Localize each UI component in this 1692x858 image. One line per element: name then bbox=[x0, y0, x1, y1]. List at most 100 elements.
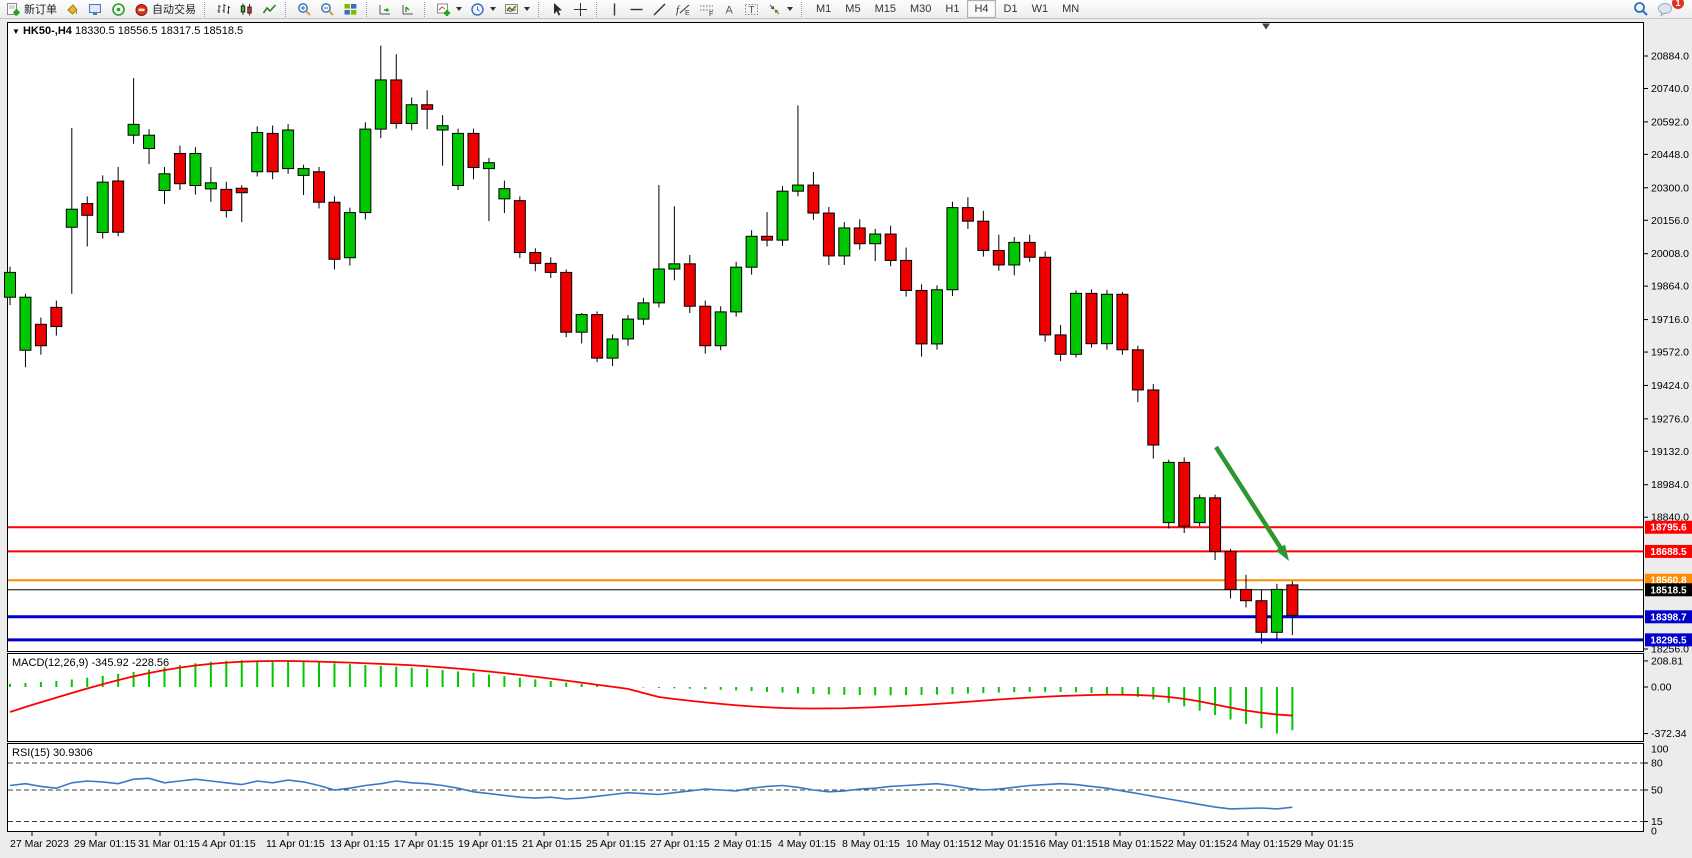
svg-text:29 May 01:15: 29 May 01:15 bbox=[1290, 838, 1354, 850]
cursor-arrow-icon bbox=[554, 2, 562, 15]
price-line[interactable]: 18688.5 bbox=[8, 544, 1692, 558]
signal-icon bbox=[112, 2, 125, 16]
periods-button[interactable] bbox=[466, 1, 500, 18]
horizontal-line-button[interactable] bbox=[625, 1, 648, 18]
price-line[interactable]: 18518.5 bbox=[8, 583, 1692, 597]
svg-text:11 Apr 01:15: 11 Apr 01:15 bbox=[266, 838, 325, 850]
svg-text:19424.0: 19424.0 bbox=[1651, 380, 1689, 392]
svg-text:100: 100 bbox=[1651, 744, 1669, 756]
dropdown-caret bbox=[456, 7, 462, 11]
line-chart-button[interactable] bbox=[258, 1, 281, 18]
trend-arrow-annotation[interactable] bbox=[1214, 445, 1289, 561]
timeframe-M30[interactable]: M30 bbox=[909, 3, 932, 15]
search-button[interactable] bbox=[1629, 1, 1653, 18]
text-icon: A bbox=[726, 4, 734, 16]
svg-text:21 Apr 01:15: 21 Apr 01:15 bbox=[522, 838, 582, 850]
svg-text:4 May 01:15: 4 May 01:15 bbox=[778, 838, 836, 850]
cursor-button[interactable] bbox=[546, 1, 569, 18]
chart-shift-marker[interactable] bbox=[1262, 23, 1270, 30]
rsi-panel: 100 80 50 150 bbox=[8, 744, 1669, 838]
macd-label: MACD(12,26,9) bbox=[12, 657, 89, 669]
dropdown-caret bbox=[490, 7, 496, 11]
toolbar-separator bbox=[801, 1, 807, 17]
crosshair-button[interactable] bbox=[569, 1, 592, 18]
auto-trading-button[interactable]: 自动交易 bbox=[130, 1, 200, 18]
fibo-grid-button[interactable]: F bbox=[695, 1, 719, 18]
svg-text:0.00: 0.00 bbox=[1651, 682, 1672, 694]
chart-shift-icon bbox=[402, 4, 413, 14]
dropdown-caret bbox=[524, 7, 530, 11]
svg-text:13 Apr 01:15: 13 Apr 01:15 bbox=[330, 838, 390, 850]
svg-text:18 May 01:15: 18 May 01:15 bbox=[1098, 838, 1162, 850]
trendline-button[interactable] bbox=[648, 1, 671, 18]
timeframe-W1[interactable]: W1 bbox=[1031, 3, 1049, 15]
svg-text:18256.0: 18256.0 bbox=[1651, 644, 1689, 656]
arrows-button[interactable] bbox=[763, 1, 797, 18]
zoom-out-icon bbox=[321, 2, 334, 16]
svg-text:20008.0: 20008.0 bbox=[1651, 248, 1689, 260]
timeframe-bar: M1 M5 M15 M30 H1 H4 D1 W1 MN bbox=[809, 0, 1086, 18]
text-button[interactable]: A bbox=[719, 1, 740, 18]
price-line[interactable]: 18795.6 bbox=[8, 520, 1692, 534]
templates-button[interactable] bbox=[500, 1, 534, 18]
data-feed-button[interactable] bbox=[107, 1, 130, 18]
collapse-triangle-icon[interactable]: ▼ bbox=[12, 27, 20, 36]
svg-text:16 May 01:15: 16 May 01:15 bbox=[1034, 838, 1098, 850]
tile-windows-button[interactable] bbox=[339, 1, 362, 18]
chat-bubble-icon bbox=[1658, 3, 1672, 17]
macd-label-row: MACD(12,26,9) -345.92 -228.56 bbox=[12, 657, 169, 669]
svg-text:20740.0: 20740.0 bbox=[1651, 83, 1689, 95]
vertical-line-button[interactable] bbox=[604, 1, 625, 18]
svg-text:27 Apr 01:15: 27 Apr 01:15 bbox=[650, 838, 710, 850]
main-toolbar: 新订单 自动交易 bbox=[0, 0, 1692, 19]
svg-text:19572.0: 19572.0 bbox=[1651, 347, 1689, 359]
time-axis: 27 Mar 2023 29 Mar 01:15 31 Mar 01:15 4 Apr… bbox=[10, 832, 1354, 850]
price-line[interactable]: 18296.5 bbox=[8, 633, 1692, 647]
chat-button[interactable]: 1 bbox=[1653, 0, 1684, 18]
svg-text:22 May 01:15: 22 May 01:15 bbox=[1162, 838, 1226, 850]
candlestick-chart-button[interactable] bbox=[235, 1, 258, 18]
candles-layer bbox=[4, 45, 1299, 644]
svg-text:18984.0: 18984.0 bbox=[1651, 479, 1689, 491]
timeframe-M15[interactable]: M15 bbox=[874, 3, 896, 15]
monitor-icon bbox=[89, 3, 101, 15]
price-line[interactable]: 18398.7 bbox=[8, 610, 1692, 624]
new-order-button[interactable]: 新订单 bbox=[2, 1, 61, 18]
svg-text:18296.5: 18296.5 bbox=[1650, 635, 1687, 646]
svg-text:31 Mar 01:15: 31 Mar 01:15 bbox=[138, 838, 200, 850]
macd-signal-value: -228.56 bbox=[131, 657, 170, 669]
timeframe-H4[interactable]: H4 bbox=[967, 0, 996, 18]
zoom-out-button[interactable] bbox=[316, 1, 339, 18]
timeframe-M5[interactable]: M5 bbox=[845, 3, 861, 15]
svg-text:17 Apr 01:15: 17 Apr 01:15 bbox=[394, 838, 454, 850]
svg-text:18398.7: 18398.7 bbox=[1650, 612, 1687, 623]
timeframe-M1[interactable]: M1 bbox=[816, 3, 832, 15]
bar-chart-button[interactable] bbox=[212, 1, 235, 18]
svg-text:18560.8: 18560.8 bbox=[1650, 576, 1687, 587]
timeframe-D1[interactable]: D1 bbox=[1003, 3, 1018, 15]
svg-text:24 May 01:15: 24 May 01:15 bbox=[1226, 838, 1290, 850]
svg-text:15: 15 bbox=[1651, 816, 1663, 828]
chart-shift-button[interactable] bbox=[397, 1, 420, 18]
svg-text:f: f bbox=[676, 4, 681, 16]
svg-text:18795.6: 18795.6 bbox=[1650, 523, 1687, 534]
timeframe-MN[interactable]: MN bbox=[1062, 3, 1080, 15]
styles-button[interactable] bbox=[61, 1, 84, 18]
svg-text:50: 50 bbox=[1651, 785, 1663, 797]
clock-icon bbox=[471, 2, 484, 16]
svg-text:19716.0: 19716.0 bbox=[1651, 314, 1689, 326]
svg-text:20156.0: 20156.0 bbox=[1651, 215, 1689, 227]
indicators-button[interactable] bbox=[432, 1, 466, 18]
fibo-grid-icon: F bbox=[700, 5, 713, 17]
svg-text:19864.0: 19864.0 bbox=[1651, 281, 1689, 293]
chart-window-button[interactable] bbox=[84, 1, 107, 18]
auto-scroll-button[interactable] bbox=[374, 1, 397, 18]
svg-text:25 Apr 01:15: 25 Apr 01:15 bbox=[586, 838, 646, 850]
dropdown-caret bbox=[787, 7, 793, 11]
text-label-button[interactable]: T bbox=[740, 1, 763, 18]
timeframe-H1[interactable]: H1 bbox=[945, 3, 960, 15]
fibonacci-button[interactable]: f E bbox=[671, 1, 695, 18]
zoom-in-button[interactable] bbox=[293, 1, 316, 18]
